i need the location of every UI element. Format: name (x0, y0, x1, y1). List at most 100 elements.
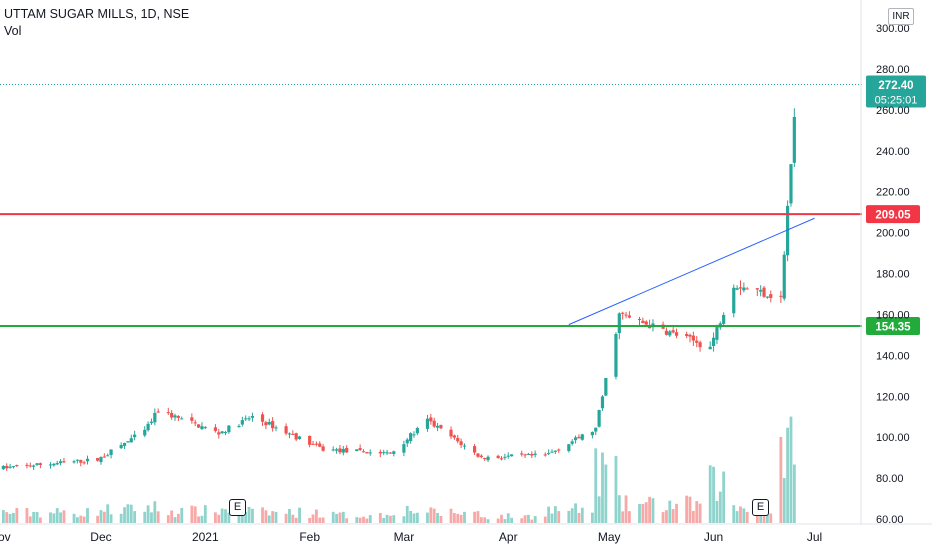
candle-body (708, 346, 712, 350)
candle-body (597, 410, 601, 427)
price-tick-label: 160.00 (876, 309, 910, 321)
candle-body (449, 429, 453, 437)
candle-body (334, 449, 339, 451)
candle-body (755, 288, 759, 290)
candle-body (765, 296, 770, 298)
volume-bar (368, 515, 372, 523)
price-tick-label: 100.00 (876, 432, 910, 444)
time-tick-label: Jul (807, 530, 822, 544)
candle-body (402, 444, 406, 453)
candle-body (170, 412, 174, 418)
volume-bar (264, 510, 268, 523)
volume-bar (385, 514, 389, 523)
volume-bar (378, 512, 382, 523)
volume-bar (311, 514, 315, 523)
volume-bar (769, 513, 773, 523)
candle-body (72, 461, 76, 463)
volume-bar (644, 502, 648, 523)
candle-body (557, 449, 561, 451)
volume-bar (510, 517, 514, 523)
candle-body (782, 254, 786, 299)
volume-bar (439, 515, 443, 523)
volume-bar (220, 508, 224, 523)
candle-body (506, 455, 510, 457)
volume-bar (261, 507, 264, 523)
volume-bar (193, 506, 197, 523)
candle-body (432, 420, 436, 427)
volume-bar (214, 512, 217, 523)
candle-body (745, 288, 749, 290)
volume-bar (732, 505, 736, 523)
volume-bar (779, 436, 783, 523)
volume-bar (1, 510, 5, 523)
candle-body (260, 414, 265, 422)
volume-bar (550, 513, 554, 523)
volume-bar (533, 516, 537, 523)
candles (1, 108, 796, 471)
currency-badge[interactable]: INR (888, 8, 914, 25)
volume-bar (72, 513, 76, 523)
price-tick-label: 200.00 (876, 228, 910, 240)
support-label-box (866, 316, 920, 335)
candle-body (126, 441, 130, 443)
candle-body (590, 431, 594, 436)
volume-bar (786, 427, 790, 523)
candle-body (644, 321, 648, 325)
volume-bar (153, 501, 157, 523)
volume-bar (382, 517, 386, 523)
volume-bar (224, 509, 227, 523)
candle-body (119, 445, 123, 449)
volume-bar (638, 503, 641, 523)
candle-body (732, 287, 736, 314)
volume-bar (338, 512, 342, 523)
candle-body (573, 437, 578, 441)
candle-body (695, 340, 699, 343)
volume-bar (237, 513, 241, 523)
volume-bar (392, 515, 396, 523)
volume-bar (432, 508, 436, 523)
volume-bar (651, 498, 655, 523)
candle-body (62, 461, 66, 463)
candle-body (25, 464, 29, 466)
volume-bar (25, 508, 29, 523)
time-tick-label: Mar (394, 530, 415, 544)
volume-bar (503, 519, 507, 523)
time-tick-label: May (598, 530, 621, 544)
candle-body (227, 425, 231, 433)
candle-body (385, 452, 389, 454)
volume-bar (614, 456, 618, 523)
volume-bar (412, 513, 416, 523)
volume-bar (782, 478, 786, 523)
volume-bar (143, 511, 147, 523)
price-tick-label: 120.00 (876, 391, 910, 403)
earnings-marker[interactable]: E (229, 499, 246, 516)
candle-body (294, 433, 298, 440)
earnings-marker[interactable]: E (752, 499, 769, 516)
volume-bar (459, 514, 463, 523)
volume-bar (176, 513, 180, 523)
candle-body (792, 116, 796, 163)
volume-bar (291, 514, 295, 523)
candle-body (284, 426, 288, 434)
volume-bar (604, 464, 608, 523)
volume-bar (308, 517, 312, 523)
candle-body (99, 457, 103, 463)
candle-body (32, 465, 36, 467)
volume-bar (5, 512, 9, 523)
candle-body (38, 463, 42, 465)
candle-body (203, 427, 207, 429)
candle-body (1, 466, 5, 470)
volume-bar (99, 510, 103, 523)
volume-bar (597, 496, 601, 523)
symbol-title[interactable]: UTTAM SUGAR MILLS, 1D, NSE (4, 7, 190, 21)
time-tick-label: Nov (0, 530, 11, 544)
candle-body (452, 435, 456, 438)
candle-body (129, 438, 133, 443)
candle-body (190, 417, 194, 421)
bar-countdown-label: 05:25:01 (875, 94, 918, 106)
candle-body (412, 434, 416, 436)
candle-body (604, 377, 608, 396)
volume-bar (463, 511, 466, 523)
volume-indicator-label[interactable]: Vol (4, 24, 22, 38)
